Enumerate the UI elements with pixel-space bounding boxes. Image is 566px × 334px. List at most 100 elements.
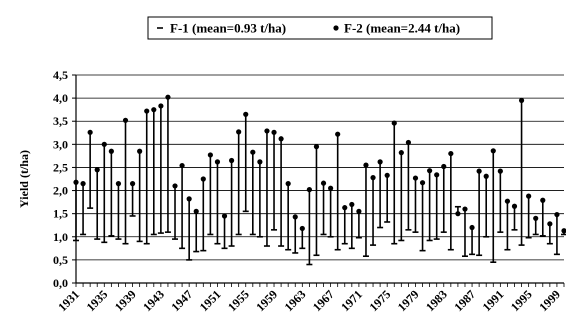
f2-point — [271, 129, 277, 135]
y-tick-label: 3,0 — [53, 137, 68, 151]
x-tick-label: 1955 — [225, 287, 252, 314]
f2-point — [412, 175, 419, 181]
x-tick-label: 1987 — [451, 287, 478, 314]
f2-point — [158, 103, 164, 109]
x-tick-label: 1947 — [168, 287, 195, 314]
f2-point — [144, 108, 150, 114]
f2-point — [243, 111, 249, 117]
f2-point — [179, 162, 185, 169]
f2-point — [356, 208, 362, 214]
f2-point — [377, 159, 383, 165]
y-tick-label: 2,0 — [53, 184, 68, 198]
f2-point — [200, 176, 206, 182]
f2-point — [518, 97, 525, 104]
f2-point — [547, 221, 553, 227]
f2-point — [497, 168, 503, 174]
x-tick-label: 1979 — [395, 287, 422, 314]
f2-point — [264, 128, 270, 134]
y-tick-label: 1,5 — [53, 207, 68, 221]
f2-point — [73, 179, 79, 185]
f2-point — [554, 211, 560, 218]
f2-point — [292, 214, 298, 220]
f2-point — [299, 225, 305, 232]
f2-point — [320, 180, 327, 186]
grid-lines — [76, 74, 564, 284]
f2-point — [391, 120, 397, 126]
f2-point — [214, 159, 221, 165]
y-tick-label: 0,0 — [53, 276, 68, 290]
x-tick-label: 1963 — [282, 287, 309, 314]
f2-point — [405, 139, 412, 146]
x-tick-label: 1971 — [338, 287, 365, 314]
f2-point — [328, 185, 334, 191]
f2-point — [342, 205, 348, 211]
f2-point — [87, 129, 93, 135]
y-tick-label: 3,5 — [53, 114, 68, 128]
f2-point — [370, 175, 376, 181]
f2-point — [122, 117, 129, 123]
f2-point — [448, 150, 454, 157]
f2-point — [94, 167, 100, 173]
x-tick-label: 1951 — [197, 287, 224, 314]
y-tick-label: 4,5 — [53, 68, 68, 82]
f2-point — [228, 157, 235, 164]
f2-point — [526, 193, 532, 199]
f2-point — [540, 197, 546, 203]
f2-point — [469, 224, 475, 231]
series-marks — [73, 94, 566, 266]
x-tick-label: 1991 — [480, 287, 507, 314]
legend-label-f2: F-2 (mean=2.44 t/ha) — [344, 21, 460, 36]
legend: F-1 (mean=0.93 t/ha) F-2 (mean=2.44 t/ha) — [147, 16, 493, 40]
f2-point — [561, 228, 566, 234]
x-tick-label: 1935 — [84, 287, 111, 314]
x-tick-label: 1995 — [508, 287, 535, 314]
f2-point — [511, 203, 518, 209]
x-tick-label: 1943 — [140, 287, 167, 314]
y-tick-label: 0,5 — [53, 253, 68, 267]
f2-point — [257, 159, 263, 165]
f2-point — [165, 94, 171, 100]
f2-point — [221, 213, 228, 219]
f2-point — [285, 181, 291, 187]
f2-point — [313, 144, 320, 150]
f2-point — [335, 131, 341, 137]
axes — [72, 74, 565, 287]
y-tick-label: 1,0 — [53, 230, 68, 244]
f2-point — [108, 148, 114, 154]
f2-point — [349, 201, 355, 208]
f2-point — [306, 187, 312, 193]
f2-point — [363, 162, 369, 168]
f2-point — [250, 149, 256, 155]
legend-box — [147, 16, 493, 40]
f2-point — [193, 208, 199, 214]
f2-point — [151, 107, 157, 113]
x-tick-label: 1983 — [423, 287, 450, 314]
f2-point — [533, 215, 539, 221]
x-tick-label: 1939 — [112, 287, 139, 314]
f2-point — [129, 181, 136, 187]
f2-point — [504, 198, 511, 204]
f2-point — [476, 168, 482, 174]
f2-point — [455, 211, 461, 217]
f2-point — [483, 173, 489, 179]
f2-point — [236, 129, 242, 135]
y-tick-label: 4,0 — [53, 91, 68, 105]
legend-label-f1: F-1 (mean=0.93 t/ha) — [170, 21, 286, 36]
legend-marker-f2 — [333, 25, 339, 31]
y-tick-label: 2,5 — [53, 160, 68, 174]
f2-point — [462, 206, 468, 212]
x-tick-label: 1975 — [366, 287, 393, 314]
f2-point — [398, 150, 404, 156]
f2-point — [427, 168, 433, 174]
f2-point — [441, 163, 447, 170]
f2-point — [278, 136, 284, 142]
y-axis-title: Yield (t/ha) — [17, 150, 31, 208]
f2-point — [137, 148, 143, 154]
f2-point — [490, 148, 496, 154]
x-tick-label: 1931 — [55, 287, 82, 314]
f2-point — [186, 196, 192, 202]
f2-point — [115, 181, 122, 187]
f2-point — [419, 180, 426, 186]
x-tick-label: 1959 — [253, 287, 280, 314]
